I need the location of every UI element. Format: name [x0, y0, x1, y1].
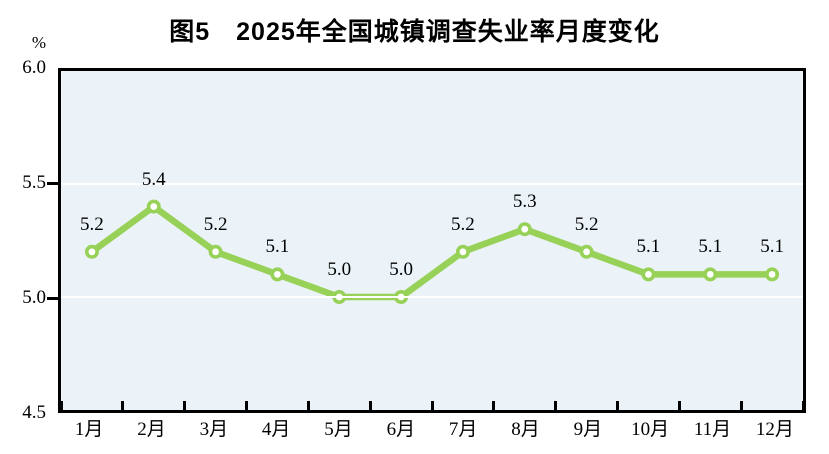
x-tick-label: 5月 — [324, 419, 353, 440]
data-point-label: 5.2 — [451, 213, 475, 235]
trend-line — [88, 203, 776, 301]
data-point-label: 5.3 — [512, 191, 537, 213]
x-tick-mark — [554, 401, 558, 410]
data-point-label: 5.1 — [698, 236, 723, 258]
x-tick-mark — [121, 401, 125, 410]
data-point-marker — [517, 222, 532, 237]
y-axis-unit-label: % — [31, 33, 46, 52]
data-point-label: 5.1 — [265, 236, 290, 258]
data-point-label: 5.1 — [760, 236, 784, 258]
x-tick-mark — [677, 401, 681, 410]
data-point-marker — [579, 244, 594, 259]
x-tick-label: 3月 — [199, 419, 229, 440]
y-tick-mark — [47, 296, 58, 300]
x-tick-label: 6月 — [386, 419, 416, 440]
x-tick-label: 9月 — [573, 419, 603, 440]
data-point-label: 5.4 — [141, 168, 166, 190]
gridline — [61, 296, 803, 298]
x-tick-mark — [616, 401, 619, 410]
x-tick-label: 1月 — [74, 419, 104, 440]
x-tick-mark — [492, 401, 496, 410]
x-tick-label: 2月 — [137, 419, 166, 440]
x-tick-mark — [739, 401, 743, 410]
data-point-marker — [84, 244, 99, 259]
x-tick-label: 8月 — [511, 419, 540, 440]
data-point-label: 5.2 — [80, 213, 104, 235]
plot-area: 5.2 5.4 5.2 5.1 5.0 5.0 5.2 5.3 5.2 5.1 5.1 5.1 — [58, 68, 806, 413]
data-point-marker — [146, 199, 161, 214]
chart-title: 图5 2025年全国城镇调查失业率月度变化 — [169, 18, 660, 46]
x-tick-mark — [306, 401, 310, 410]
x-tick-label: 7月 — [448, 419, 478, 440]
data-point-label: 5.0 — [327, 259, 352, 280]
y-tick-label: 5.5 — [22, 172, 46, 193]
x-tick-mark — [183, 401, 187, 410]
data-point-marker — [703, 267, 718, 282]
data-point-marker — [765, 267, 780, 282]
gridline — [61, 183, 803, 185]
data-point-marker — [270, 267, 285, 282]
x-tick-label: 10月 — [631, 419, 670, 440]
x-tick-label: 11月 — [693, 419, 732, 440]
data-point-label: 5.2 — [574, 213, 599, 235]
x-tick-label: 12月 — [755, 419, 794, 440]
x-tick-label: 4月 — [261, 419, 291, 440]
data-point-label: 5.2 — [203, 213, 228, 235]
x-tick-mark — [245, 401, 248, 410]
y-tick-label: 4.5 — [22, 402, 46, 423]
plot-svg — [84, 199, 780, 305]
data-point-marker — [641, 267, 656, 282]
x-tick-mark — [430, 401, 434, 410]
y-tick-label: 5.0 — [22, 287, 46, 308]
x-tick-mark — [59, 401, 63, 410]
y-tick-mark — [47, 181, 58, 185]
data-point-label: 5.0 — [389, 259, 413, 280]
x-tick-mark — [368, 401, 372, 410]
x-tick-mark — [801, 401, 805, 410]
data-point-marker — [455, 244, 470, 259]
y-tick-label: 6.0 — [22, 57, 46, 78]
data-point-marker — [208, 244, 223, 259]
data-point-label: 5.1 — [636, 236, 661, 258]
